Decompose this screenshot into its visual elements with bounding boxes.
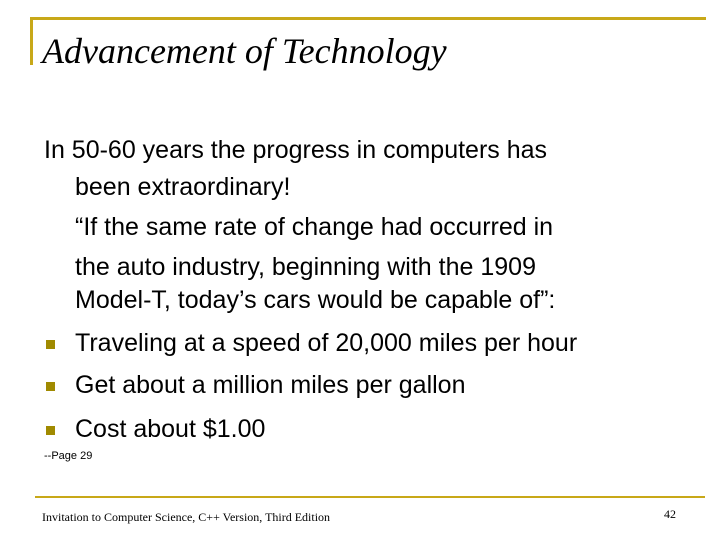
body-line: Model-T, today’s cars would be capable o… bbox=[75, 286, 556, 314]
bullet-marker bbox=[46, 382, 55, 391]
footer-text: Invitation to Computer Science, C++ Vers… bbox=[42, 510, 331, 524]
bullet-text: Traveling at a speed of 20,000 miles per… bbox=[75, 329, 578, 357]
source-note: --Page 29 bbox=[44, 450, 93, 462]
slide-title: Advancement of Technology bbox=[42, 31, 447, 71]
bullet-text: Get about a million miles per gallon bbox=[75, 371, 466, 399]
bullet-marker bbox=[46, 426, 55, 435]
body-line: the auto industry, beginning with the 19… bbox=[75, 253, 536, 281]
page-number: 42 bbox=[664, 507, 676, 521]
footer-rule bbox=[35, 496, 705, 498]
frame-left bbox=[30, 17, 33, 65]
bullet-text: Cost about $1.00 bbox=[75, 415, 266, 443]
bullet-marker bbox=[46, 340, 55, 349]
body-line: “If the same rate of change had occurred… bbox=[75, 213, 554, 241]
body-line: been extraordinary! bbox=[75, 173, 291, 201]
frame-top bbox=[30, 17, 706, 20]
body-line: In 50-60 years the progress in computers… bbox=[44, 136, 548, 164]
